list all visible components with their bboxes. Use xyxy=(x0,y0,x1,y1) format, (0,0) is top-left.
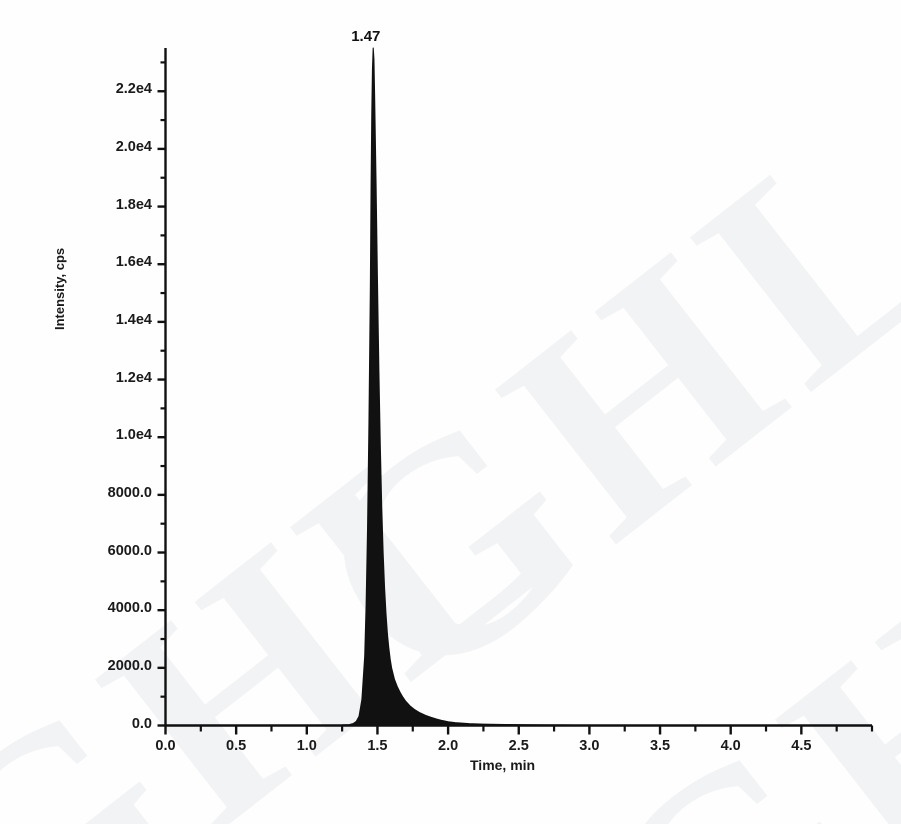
y-axis-tick-label: 8000.0 xyxy=(107,484,152,501)
x-axis-tick-label: 2.0 xyxy=(438,737,459,754)
y-axis-tick-label: 1.0e4 xyxy=(115,427,152,444)
x-axis-tick-label: 2.5 xyxy=(508,737,529,754)
y-axis-ticks xyxy=(157,61,166,727)
y-axis-tick-label: 6000.0 xyxy=(107,542,152,559)
x-axis-tick-label: 0.0 xyxy=(155,737,176,754)
y-axis-tick-label: 4000.0 xyxy=(107,600,152,617)
x-axis-tick-label: 4.0 xyxy=(720,737,741,754)
x-axis-tick-label: 1.0 xyxy=(296,737,317,754)
chromatogram-peak-fill xyxy=(165,48,872,726)
peak-retention-time-label: 1.47 xyxy=(351,28,381,45)
x-axis-title: Time, min xyxy=(470,757,536,773)
y-axis-tick-label: 1.2e4 xyxy=(115,369,152,386)
x-axis-ticks xyxy=(164,725,874,735)
x-axis-tick-label: 0.5 xyxy=(226,737,247,754)
y-axis-tick-label: 1.6e4 xyxy=(115,254,152,271)
y-axis-tick-label: 2000.0 xyxy=(107,657,152,674)
axis-lines xyxy=(164,48,872,727)
x-axis-tick-label: 3.0 xyxy=(579,737,600,754)
x-axis-tick-label: 4.5 xyxy=(791,737,812,754)
chromatogram-trace-line xyxy=(165,47,872,726)
x-axis-tick-label: 1.5 xyxy=(367,737,388,754)
y-axis-tick-label: 1.4e4 xyxy=(115,311,152,328)
y-axis-tick-label: 2.2e4 xyxy=(115,81,152,98)
x-axis-tick-label: 3.5 xyxy=(649,737,671,754)
y-axis-tick-label: 2.0e4 xyxy=(115,138,152,155)
chromatogram-trace-layer xyxy=(165,47,872,726)
y-axis-tick-label: 1.8e4 xyxy=(115,196,152,213)
y-axis-tick-label: 0.0 xyxy=(131,715,152,732)
